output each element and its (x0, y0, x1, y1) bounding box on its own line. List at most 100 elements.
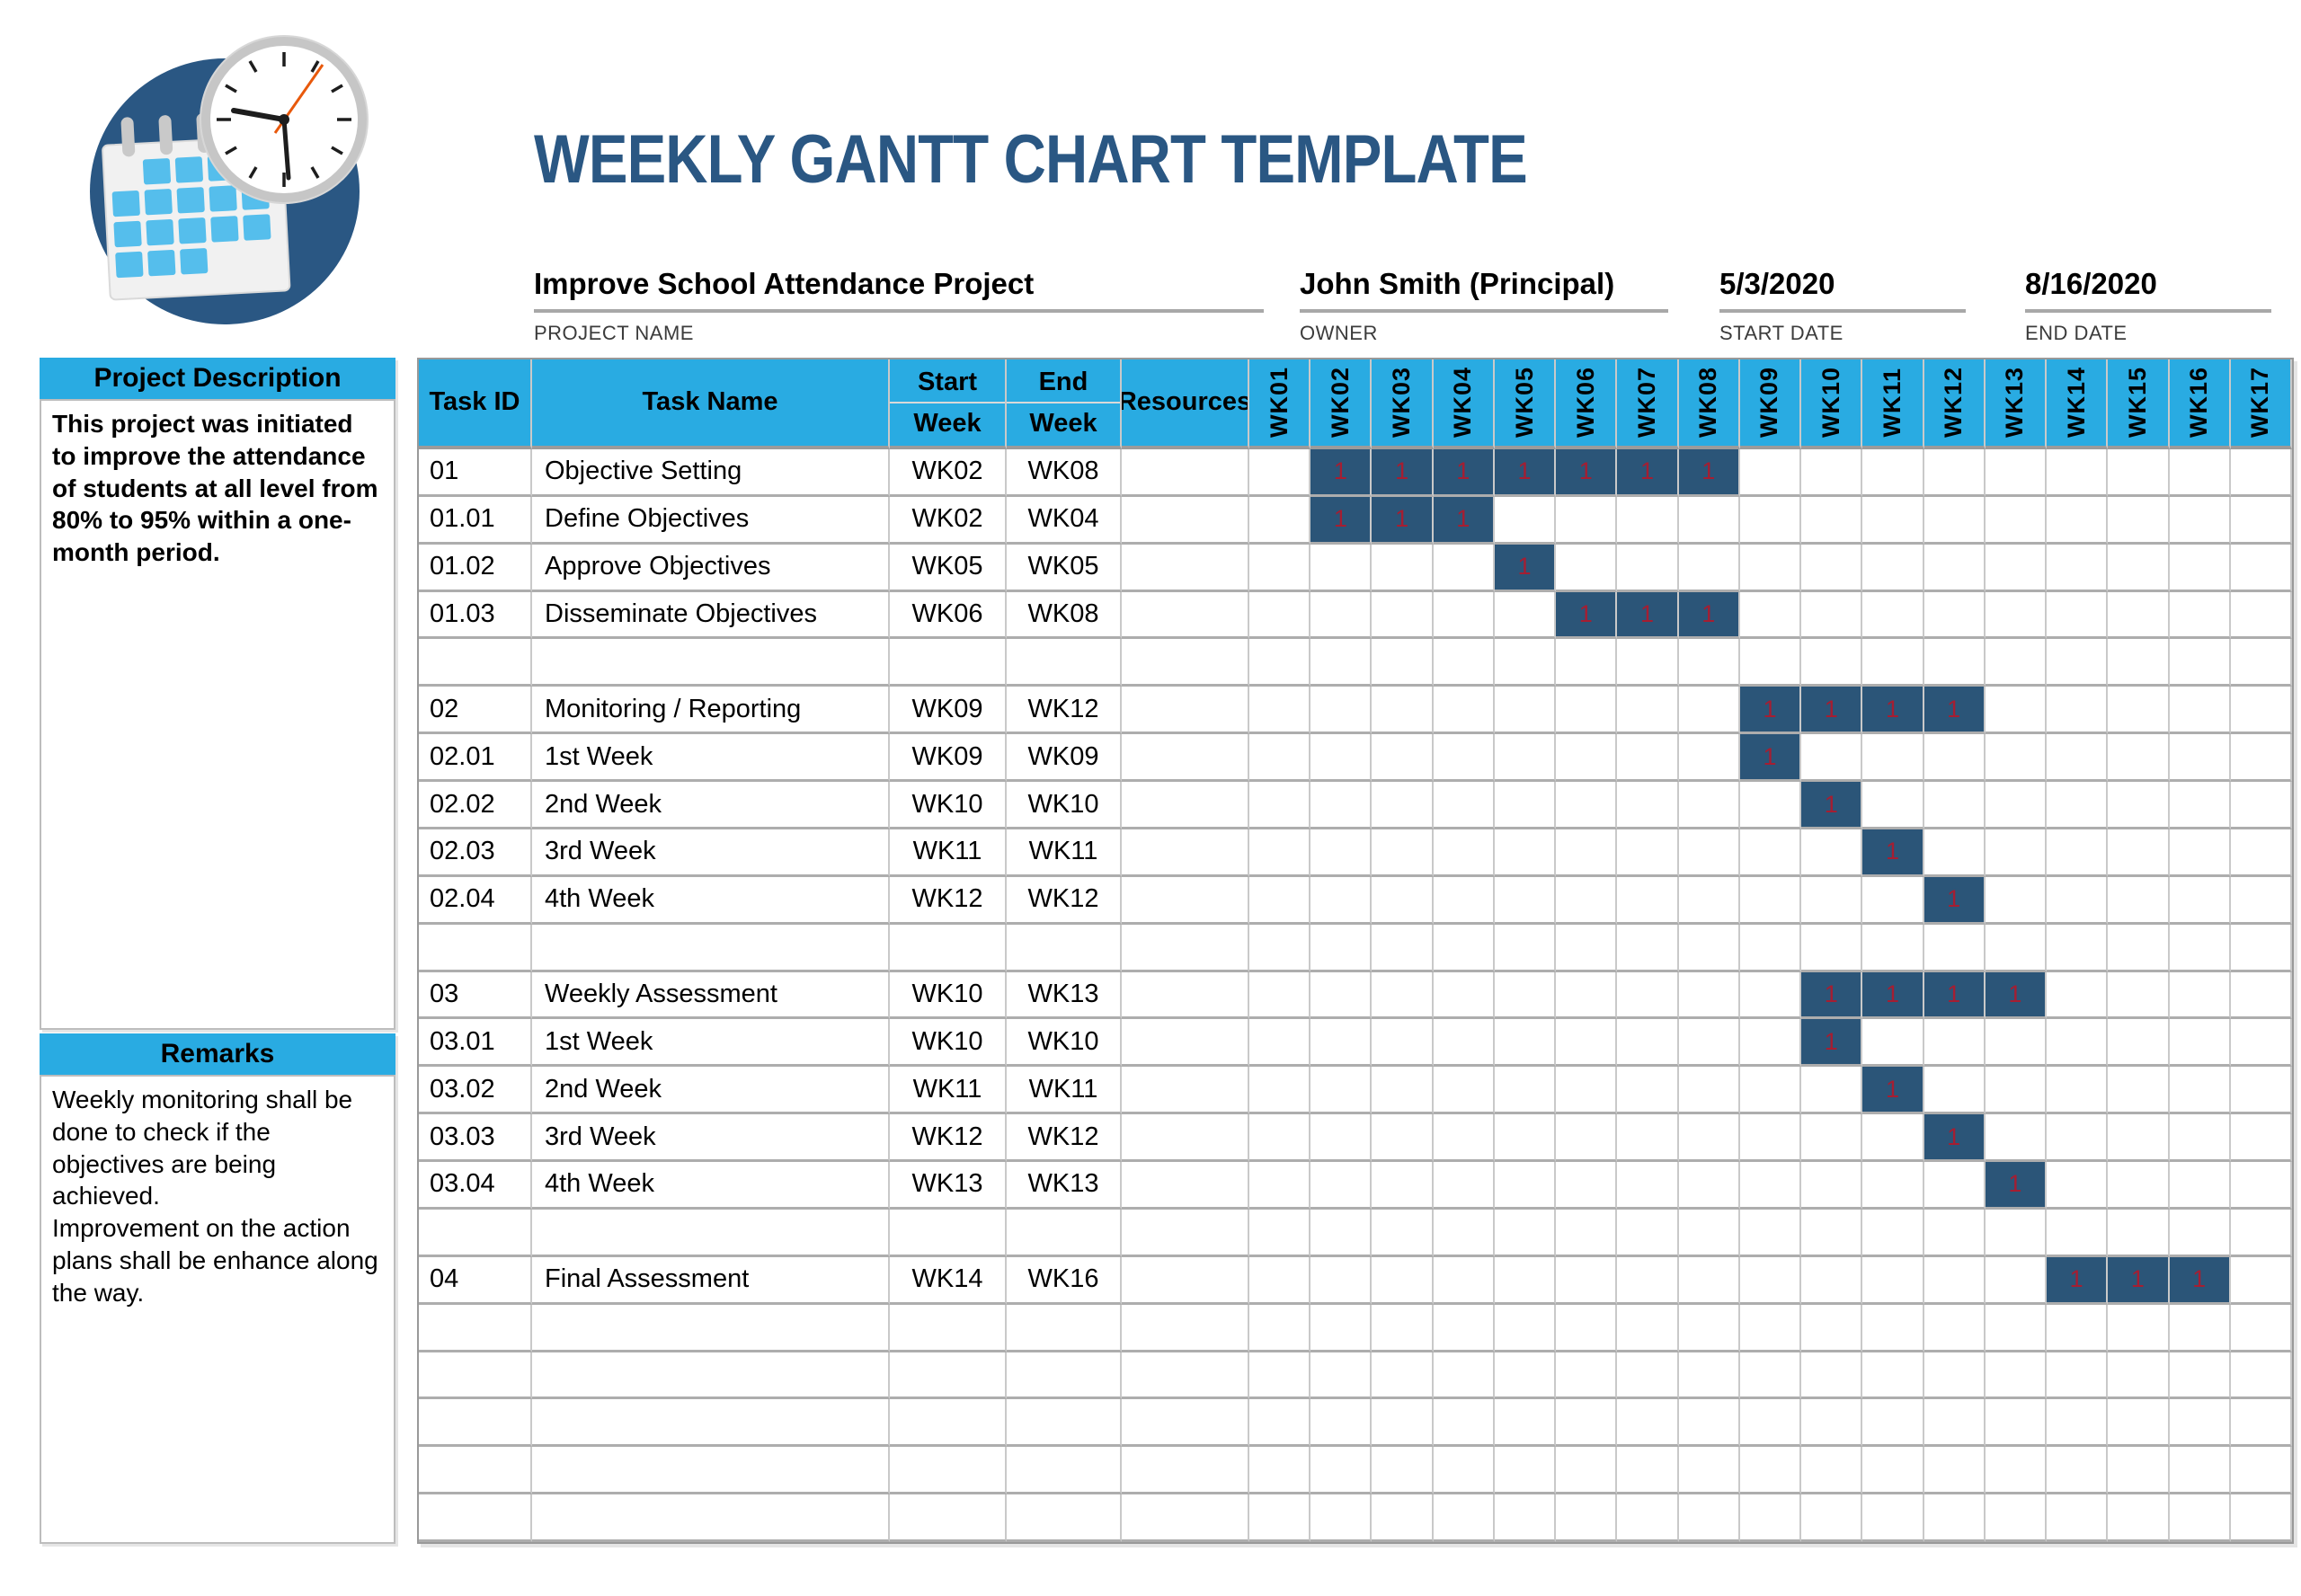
resources-cell[interactable] (1122, 829, 1249, 877)
start-week-cell[interactable]: WK05 (890, 544, 1007, 592)
gantt-week-cell[interactable] (1310, 1399, 1373, 1448)
resources-cell[interactable] (1122, 876, 1249, 925)
gantt-week-cell[interactable] (1249, 734, 1311, 783)
start-week-cell[interactable]: WK02 (890, 449, 1007, 497)
gantt-week-cell[interactable] (1494, 1019, 1557, 1068)
gantt-week-cell[interactable] (1433, 1209, 1495, 1257)
end-week-cell[interactable] (1007, 1447, 1122, 1495)
task-id-cell[interactable]: 03.02 (419, 1067, 532, 1115)
task-id-cell[interactable] (419, 1494, 532, 1542)
end-week-cell[interactable] (1007, 1399, 1122, 1448)
gantt-week-cell[interactable] (1372, 687, 1434, 735)
gantt-week-cell[interactable] (1617, 782, 1679, 829)
gantt-week-cell[interactable] (1556, 544, 1618, 592)
task-id-cell[interactable] (419, 924, 532, 972)
task-name-cell[interactable] (532, 924, 890, 972)
gantt-bar-cell[interactable]: 1 (1985, 1162, 2048, 1210)
gantt-week-cell[interactable] (1556, 1304, 1618, 1352)
gantt-week-cell[interactable] (1249, 1399, 1311, 1448)
gantt-week-cell[interactable] (2108, 1494, 2170, 1542)
gantt-week-cell[interactable] (2230, 1256, 2292, 1305)
gantt-week-cell[interactable] (2230, 1494, 2292, 1542)
gantt-week-cell[interactable] (1985, 1019, 2048, 1068)
gantt-week-cell[interactable] (1494, 591, 1557, 640)
gantt-week-cell[interactable] (2169, 876, 2231, 925)
gantt-week-cell[interactable] (2108, 687, 2170, 735)
gantt-week-cell[interactable] (1494, 1399, 1557, 1448)
gantt-bar-cell[interactable]: 1 (1617, 449, 1679, 497)
gantt-week-cell[interactable] (2047, 1399, 2109, 1448)
gantt-bar-cell[interactable]: 1 (1923, 687, 1986, 735)
gantt-week-cell[interactable] (1985, 449, 2048, 497)
task-name-cell[interactable]: 4th Week (532, 1162, 890, 1210)
gantt-week-cell[interactable] (1739, 1494, 1802, 1542)
gantt-week-cell[interactable] (1310, 734, 1373, 783)
gantt-week-cell[interactable] (1617, 1067, 1679, 1115)
resources-cell[interactable] (1122, 544, 1249, 592)
gantt-week-cell[interactable] (1617, 687, 1679, 735)
gantt-week-cell[interactable] (1923, 1256, 1986, 1305)
gantt-week-cell[interactable] (1739, 924, 1802, 972)
gantt-week-cell[interactable] (1678, 876, 1740, 925)
gantt-bar-cell[interactable]: 1 (1433, 496, 1495, 545)
gantt-week-cell[interactable] (1310, 1447, 1373, 1495)
start-week-cell[interactable]: WK11 (890, 829, 1007, 877)
gantt-week-cell[interactable] (1739, 876, 1802, 925)
gantt-week-cell[interactable] (1249, 971, 1311, 1020)
gantt-week-cell[interactable] (1923, 1209, 1986, 1257)
gantt-week-cell[interactable] (1923, 591, 1986, 640)
task-id-cell[interactable]: 03 (419, 971, 532, 1020)
resources-cell[interactable] (1122, 782, 1249, 829)
gantt-week-cell[interactable] (1862, 639, 1924, 687)
gantt-week-cell[interactable] (1433, 1067, 1495, 1115)
gantt-week-cell[interactable] (1433, 1256, 1495, 1305)
gantt-week-cell[interactable] (1494, 876, 1557, 925)
gantt-bar-cell[interactable]: 1 (1556, 449, 1618, 497)
gantt-week-cell[interactable] (1249, 639, 1311, 687)
gantt-week-cell[interactable] (1678, 782, 1740, 829)
gantt-week-cell[interactable] (1678, 1494, 1740, 1542)
gantt-week-cell[interactable] (1801, 1447, 1863, 1495)
gantt-week-cell[interactable] (1617, 734, 1679, 783)
gantt-week-cell[interactable] (1556, 829, 1618, 877)
gantt-week-cell[interactable] (2169, 449, 2231, 497)
gantt-week-cell[interactable] (1985, 829, 2048, 877)
start-week-cell[interactable]: WK10 (890, 1019, 1007, 1068)
gantt-week-cell[interactable] (1372, 1256, 1434, 1305)
start-week-cell[interactable]: WK11 (890, 1067, 1007, 1115)
gantt-week-cell[interactable] (1249, 1019, 1311, 1068)
gantt-week-cell[interactable] (1372, 1352, 1434, 1400)
gantt-week-cell[interactable] (1923, 1162, 1986, 1210)
resources-cell[interactable] (1122, 1067, 1249, 1115)
gantt-week-cell[interactable] (1310, 971, 1373, 1020)
gantt-week-cell[interactable] (1678, 496, 1740, 545)
gantt-week-cell[interactable] (2230, 1352, 2292, 1400)
gantt-bar-cell[interactable]: 1 (1678, 449, 1740, 497)
resources-cell[interactable] (1122, 687, 1249, 735)
task-id-cell[interactable]: 02.01 (419, 734, 532, 783)
gantt-week-cell[interactable] (2108, 971, 2170, 1020)
gantt-week-cell[interactable] (1862, 1256, 1924, 1305)
gantt-week-cell[interactable] (1494, 687, 1557, 735)
gantt-week-cell[interactable] (1678, 1256, 1740, 1305)
gantt-week-cell[interactable] (1249, 1162, 1311, 1210)
gantt-week-cell[interactable] (1310, 1067, 1373, 1115)
gantt-week-cell[interactable] (2047, 734, 2109, 783)
gantt-week-cell[interactable] (2230, 687, 2292, 735)
gantt-week-cell[interactable] (1678, 544, 1740, 592)
gantt-week-cell[interactable] (2108, 1019, 2170, 1068)
gantt-bar-cell[interactable]: 1 (1801, 687, 1863, 735)
gantt-week-cell[interactable] (1372, 1209, 1434, 1257)
gantt-week-cell[interactable] (1494, 782, 1557, 829)
gantt-week-cell[interactable] (1801, 1114, 1863, 1163)
gantt-week-cell[interactable] (1801, 449, 1863, 497)
end-week-cell[interactable]: WK04 (1007, 496, 1122, 545)
gantt-bar-cell[interactable]: 1 (1556, 591, 1618, 640)
gantt-bar-cell[interactable]: 1 (1985, 971, 2048, 1020)
end-week-cell[interactable]: WK08 (1007, 591, 1122, 640)
gantt-week-cell[interactable] (2047, 1352, 2109, 1400)
gantt-week-cell[interactable] (2169, 1352, 2231, 1400)
gantt-week-cell[interactable] (1739, 449, 1802, 497)
gantt-week-cell[interactable] (1372, 876, 1434, 925)
resources-cell[interactable] (1122, 1447, 1249, 1495)
